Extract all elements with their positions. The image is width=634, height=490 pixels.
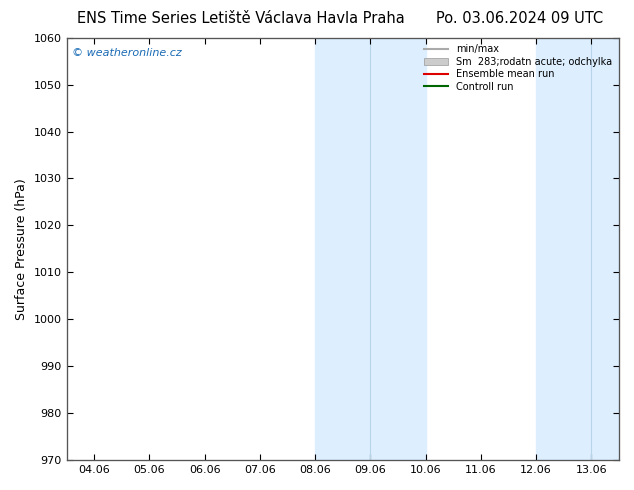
Text: © weatheronline.cz: © weatheronline.cz — [72, 48, 182, 58]
Legend: min/max, Sm  283;rodatn acute; odchylka, Ensemble mean run, Controll run: min/max, Sm 283;rodatn acute; odchylka, … — [420, 41, 616, 96]
Bar — [370, 38, 425, 460]
Text: Po. 03.06.2024 09 UTC: Po. 03.06.2024 09 UTC — [436, 11, 604, 26]
Bar — [315, 38, 370, 460]
Bar — [592, 38, 619, 460]
Text: ENS Time Series Letiště Václava Havla Praha: ENS Time Series Letiště Václava Havla Pr… — [77, 11, 404, 26]
Bar — [536, 38, 592, 460]
Y-axis label: Surface Pressure (hPa): Surface Pressure (hPa) — [15, 178, 28, 320]
